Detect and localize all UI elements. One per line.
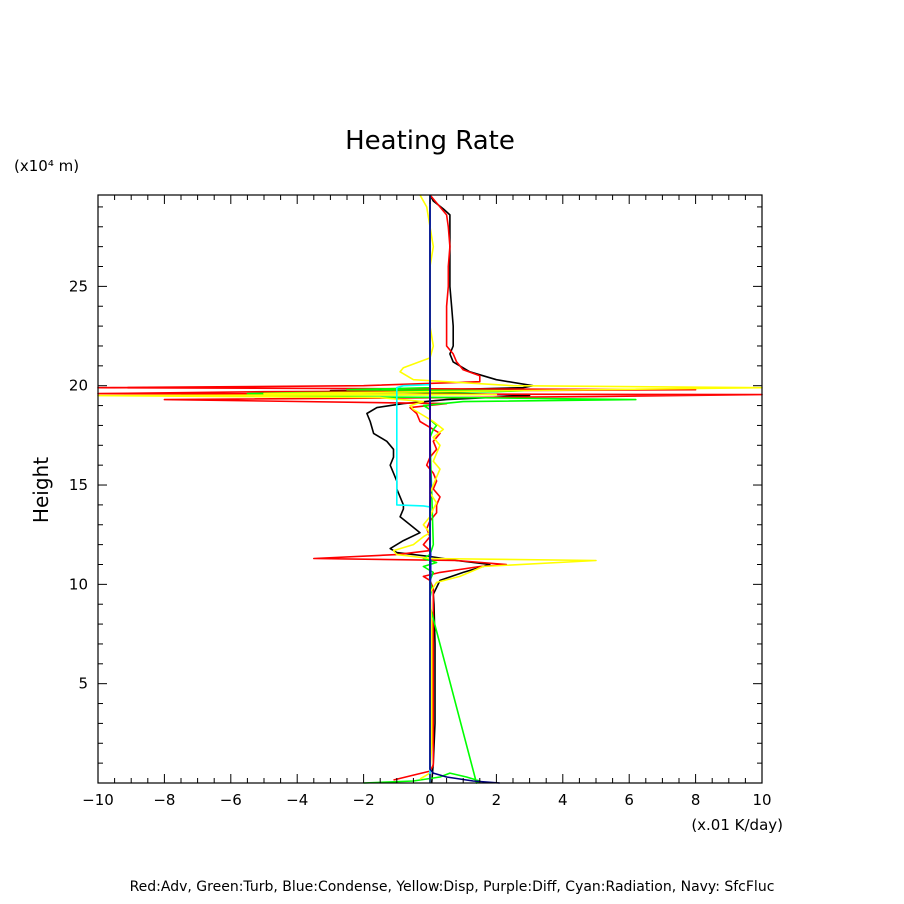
x-tick-label: 8 xyxy=(691,791,701,809)
series-line-sfcfluc xyxy=(429,195,500,784)
y-tick-label: 25 xyxy=(69,277,88,295)
ticks-layer xyxy=(97,195,763,783)
series-line-turb xyxy=(180,381,637,784)
x-tick-label: −8 xyxy=(153,791,175,809)
x-tick-label: 0 xyxy=(425,791,435,809)
y-axis-label: Height xyxy=(29,457,53,523)
y-tick-label: 15 xyxy=(69,476,88,494)
x-tick-label: −6 xyxy=(220,791,242,809)
series-line-total xyxy=(329,194,534,784)
y-axis-unit: (x10⁴ m) xyxy=(14,157,79,175)
series-line-radiation xyxy=(395,195,431,783)
x-tick-label: 2 xyxy=(492,791,502,809)
x-tick-label: −2 xyxy=(353,791,375,809)
y-tick-label: 5 xyxy=(78,675,88,693)
x-tick-label: −4 xyxy=(286,791,308,809)
series-line-adv xyxy=(97,194,763,781)
x-axis-unit: (x.01 K/day) xyxy=(691,816,783,834)
x-tick-label: 10 xyxy=(752,791,771,809)
tick-labels: −10 −8 −6 −4 −2 0 2 4 6 8 10 5 10 15 20 25 xyxy=(69,277,772,809)
series-layer xyxy=(97,194,763,784)
x-tick-label: −10 xyxy=(82,791,114,809)
y-tick-label: 20 xyxy=(69,377,88,395)
plot-frame xyxy=(97,194,763,784)
chart-title: Heating Rate xyxy=(345,126,515,156)
x-tick-label: 6 xyxy=(624,791,634,809)
legend-text: Red:Adv, Green:Turb, Blue:Condense, Yell… xyxy=(130,879,775,895)
x-tick-label: 4 xyxy=(558,791,568,809)
y-tick-label: 10 xyxy=(69,575,88,593)
